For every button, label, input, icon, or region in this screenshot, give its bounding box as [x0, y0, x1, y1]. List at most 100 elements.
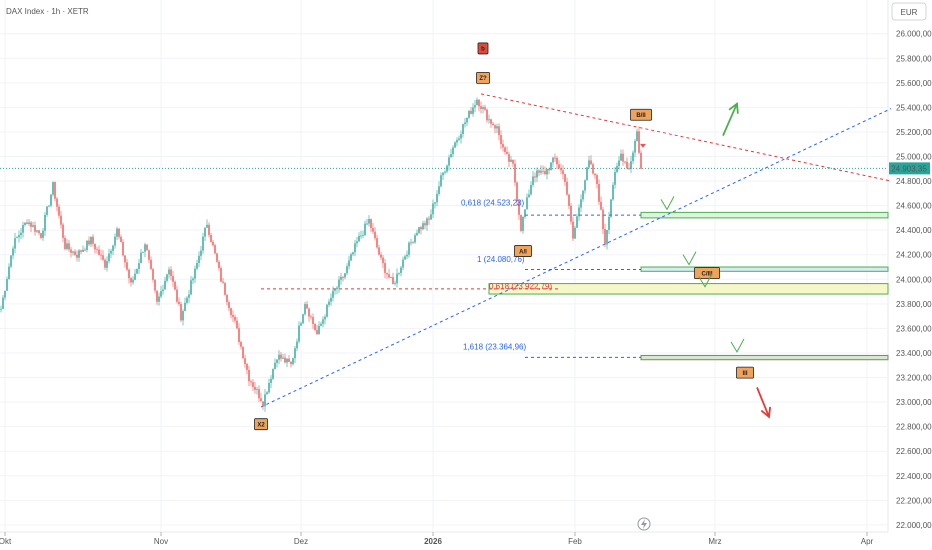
down-arrow[interactable] [756, 387, 770, 418]
candle-body [336, 287, 338, 290]
candle-body [264, 394, 266, 407]
candle-body [162, 289, 164, 292]
wave-label[interactable]: C/III [694, 267, 720, 280]
wave-label-box [514, 245, 532, 257]
price-axis[interactable]: 26.000,00 25.800,00 25.600,00 25.400,00 25.2… [896, 30, 932, 530]
wave-label-box [694, 267, 720, 280]
candle-body [380, 254, 382, 258]
candle-body [232, 314, 234, 317]
candle-body [200, 250, 202, 256]
up-arrow[interactable] [722, 103, 738, 136]
candle-body [582, 190, 584, 200]
candle-body [314, 324, 316, 331]
zone-24080 [640, 266, 889, 272]
check-mark [660, 196, 675, 211]
y-tick-label: 24.600,00 [896, 202, 932, 211]
candle-body [272, 368, 274, 379]
candle-body [352, 252, 354, 255]
candle-body [416, 232, 418, 236]
candle-body [478, 99, 480, 107]
candle-body [378, 247, 380, 255]
candle-body [356, 241, 358, 244]
candle-body [304, 304, 306, 315]
candle-body [624, 161, 626, 163]
wave-label-box [477, 42, 489, 55]
wave-label[interactable]: Z? [476, 72, 490, 84]
candle-body [564, 174, 566, 182]
candle-body [266, 392, 268, 395]
candle-body [78, 250, 80, 258]
candle-body [188, 294, 190, 298]
candle-body [64, 237, 66, 249]
candle-body [128, 269, 130, 279]
y-tick-label: 23.800,00 [896, 300, 932, 309]
candle-body [598, 184, 600, 202]
candle-body [292, 358, 294, 365]
candle-body [246, 363, 248, 370]
candle-body [570, 205, 572, 222]
candle-body [222, 281, 224, 283]
candle-body [180, 304, 182, 321]
candle-body [456, 139, 458, 143]
candle-body [384, 263, 386, 273]
y-tick-label: 24.400,00 [896, 226, 932, 235]
x-tick-label: Nov [154, 537, 168, 546]
candle-body [630, 161, 632, 169]
check-mark [698, 273, 713, 288]
wave-label[interactable]: B/II [630, 108, 652, 121]
wave-label[interactable]: X2 [254, 418, 268, 431]
lightning-icon[interactable] [637, 517, 651, 531]
y-tick-label: 22.000,00 [896, 521, 932, 530]
candle-body [324, 316, 326, 320]
candle-body [542, 170, 544, 172]
candle-body [114, 236, 116, 246]
wave-label[interactable]: III [736, 366, 754, 379]
candle-body [274, 362, 276, 369]
candle-body [412, 242, 414, 244]
candle-body [40, 233, 42, 238]
wave-label-text: A/I [519, 249, 527, 255]
candle-body [184, 302, 186, 312]
y-tick-label: 23.600,00 [896, 324, 932, 333]
candle-body [452, 147, 454, 155]
candle-body [28, 222, 30, 224]
latest-marker [640, 143, 646, 148]
candle-body [190, 280, 192, 295]
candle-body [616, 166, 618, 173]
wave-label-box [736, 366, 754, 379]
wave-label-text: Z? [479, 76, 487, 82]
y-tick-label: 23.000,00 [896, 398, 932, 407]
candle-body [24, 222, 26, 225]
y-tick-label: 24.200,00 [896, 251, 932, 260]
candle-body [328, 301, 330, 305]
time-axis[interactable]: Okt Nov Dez 2026 Feb Mrz Apr [0, 532, 874, 546]
candlesticks [0, 97, 642, 412]
currency-button[interactable]: EUR [891, 2, 927, 21]
candle-body [402, 259, 404, 268]
candle-body [560, 168, 562, 171]
wave-label-text: b [481, 47, 485, 53]
candle-body [66, 243, 68, 249]
wave-label-text: III [742, 371, 747, 377]
candle-body [358, 235, 360, 242]
candle-body [254, 386, 256, 390]
candle-body [550, 162, 552, 171]
wave-label[interactable]: b [477, 42, 489, 55]
candle-body [588, 160, 590, 168]
candle-body [450, 154, 452, 158]
last-price-box [889, 162, 930, 175]
candle-body [362, 235, 364, 236]
candle-body [482, 107, 484, 109]
candle-body [348, 260, 350, 267]
candle-body [508, 154, 510, 162]
candle-body [198, 255, 200, 263]
candle-body [104, 259, 106, 268]
candle-body [460, 134, 462, 139]
candle-body [628, 168, 630, 169]
currency-label: EUR [901, 8, 918, 17]
candle-body [230, 308, 232, 315]
wave-label[interactable]: A/I [514, 245, 532, 257]
candle-body [594, 173, 596, 176]
candle-body [270, 378, 272, 383]
